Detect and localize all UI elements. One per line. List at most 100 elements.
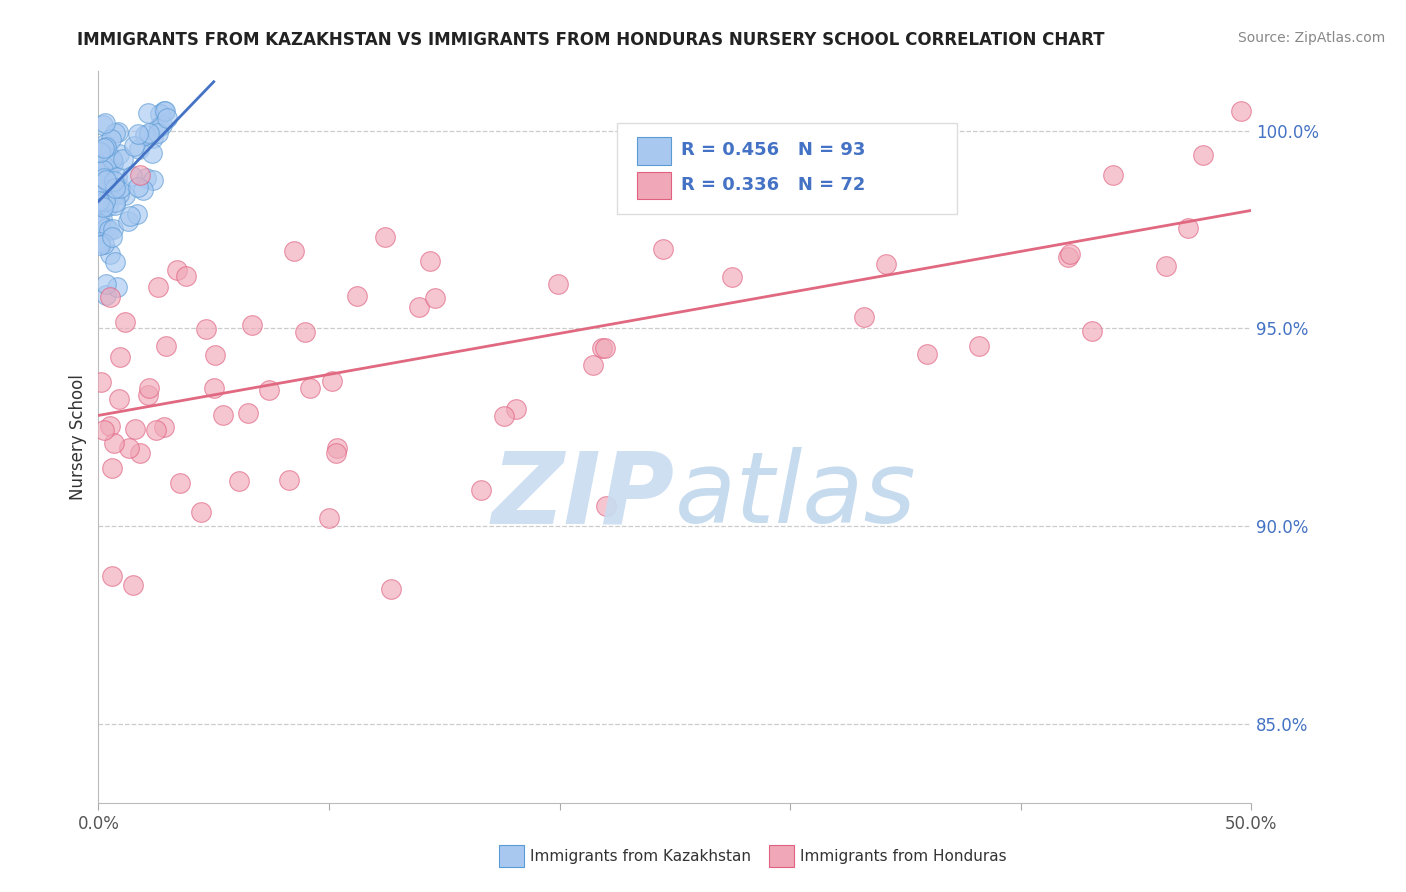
FancyBboxPatch shape xyxy=(769,845,794,867)
Point xyxy=(101,155,124,169)
Point xyxy=(228,474,250,488)
Point xyxy=(107,125,129,139)
Point xyxy=(89,145,111,159)
Point xyxy=(118,210,141,224)
Point xyxy=(87,210,110,224)
Point xyxy=(298,381,321,395)
Text: IMMIGRANTS FROM KAZAKHSTAN VS IMMIGRANTS FROM HONDURAS NURSERY SCHOOL CORRELATIO: IMMIGRANTS FROM KAZAKHSTAN VS IMMIGRANTS… xyxy=(77,31,1105,49)
Point xyxy=(94,277,117,291)
Text: Source: ZipAtlas.com: Source: ZipAtlas.com xyxy=(1237,31,1385,45)
Point xyxy=(117,214,139,228)
Point xyxy=(104,198,127,212)
Point xyxy=(96,182,118,196)
Point xyxy=(150,118,173,132)
Point xyxy=(190,505,212,519)
Point xyxy=(94,154,117,169)
Point xyxy=(257,384,280,398)
Point xyxy=(326,441,349,455)
Point xyxy=(127,180,149,194)
Point xyxy=(93,423,115,437)
Point xyxy=(408,300,430,314)
Point xyxy=(89,237,111,252)
Point xyxy=(148,280,170,294)
Point xyxy=(89,218,111,232)
Text: R = 0.456   N = 93: R = 0.456 N = 93 xyxy=(681,141,865,160)
Point xyxy=(156,112,179,126)
Point xyxy=(204,347,226,361)
Point xyxy=(94,173,117,187)
Point xyxy=(278,473,301,487)
Point xyxy=(93,116,115,130)
Point xyxy=(100,131,122,145)
Point xyxy=(91,191,114,205)
Point xyxy=(87,196,110,211)
Point xyxy=(97,199,120,213)
Point xyxy=(127,127,149,141)
Point xyxy=(89,154,111,169)
Point xyxy=(138,126,160,140)
Point xyxy=(142,173,165,187)
Point xyxy=(90,211,112,226)
Point xyxy=(103,174,125,188)
Point xyxy=(1080,325,1102,339)
Point xyxy=(153,419,176,434)
Point xyxy=(129,446,152,460)
Point xyxy=(96,155,118,169)
Point xyxy=(114,315,136,329)
Point xyxy=(90,187,112,202)
Point xyxy=(169,476,191,491)
Point xyxy=(591,341,613,355)
Point xyxy=(98,418,121,433)
Point xyxy=(1056,250,1078,264)
Text: R = 0.336   N = 72: R = 0.336 N = 72 xyxy=(681,176,865,194)
Point xyxy=(582,358,605,372)
Point xyxy=(318,511,340,525)
Point xyxy=(93,141,115,155)
Point xyxy=(101,569,124,583)
Point xyxy=(87,178,110,193)
Point xyxy=(380,582,402,596)
Point xyxy=(153,103,176,118)
Point xyxy=(128,142,150,156)
Point xyxy=(118,441,141,455)
Point xyxy=(107,187,129,202)
Point xyxy=(1102,168,1125,182)
Point xyxy=(87,194,110,209)
Point xyxy=(111,152,134,166)
Point xyxy=(1156,259,1178,273)
Point xyxy=(1191,148,1213,162)
Point xyxy=(122,139,145,153)
Point xyxy=(101,156,124,170)
Point xyxy=(593,341,616,355)
Point xyxy=(875,257,897,271)
Point xyxy=(166,263,188,277)
Point xyxy=(87,194,110,208)
Point xyxy=(96,288,118,302)
Point xyxy=(91,163,114,178)
Point xyxy=(211,408,233,422)
Point xyxy=(87,159,110,173)
Point xyxy=(122,578,145,592)
Point xyxy=(129,168,152,182)
Point xyxy=(108,392,131,406)
Point xyxy=(1229,103,1251,118)
Point xyxy=(155,339,177,353)
Point xyxy=(101,460,124,475)
Text: ZIP: ZIP xyxy=(492,447,675,544)
Point xyxy=(374,229,396,244)
Point xyxy=(89,196,111,211)
Point xyxy=(105,280,128,294)
Point xyxy=(419,254,441,268)
Point xyxy=(89,169,111,184)
Text: Immigrants from Kazakhstan: Immigrants from Kazakhstan xyxy=(530,849,751,863)
Point xyxy=(294,325,316,339)
Point xyxy=(91,201,114,215)
Point xyxy=(104,194,127,209)
Point xyxy=(685,156,707,170)
Point xyxy=(696,192,718,206)
Point xyxy=(107,146,129,161)
Point xyxy=(240,318,263,332)
Point xyxy=(652,243,675,257)
Point xyxy=(547,277,569,292)
FancyBboxPatch shape xyxy=(499,845,524,867)
